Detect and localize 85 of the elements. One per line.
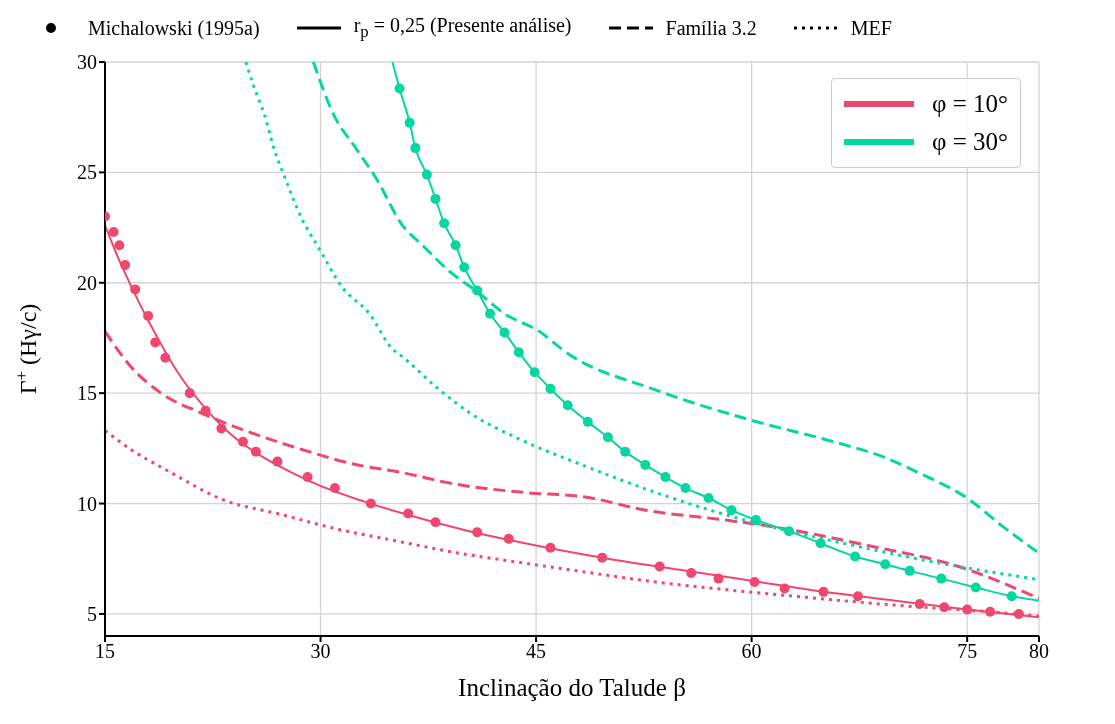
point (430, 193, 441, 204)
point (150, 337, 161, 348)
y-tick-label: 5 (87, 603, 97, 626)
point (749, 576, 760, 587)
y-tick-label: 10 (77, 492, 97, 515)
point (403, 508, 414, 519)
x-axis-title: Inclinação do Talude β (458, 674, 686, 701)
point (562, 400, 573, 411)
point (1013, 608, 1024, 619)
point (985, 606, 996, 617)
point (450, 240, 461, 251)
point (329, 483, 340, 494)
point (914, 598, 925, 609)
point (184, 388, 195, 399)
point (852, 591, 863, 602)
point (970, 582, 981, 593)
y-tick-label: 25 (77, 161, 97, 184)
point (713, 573, 724, 584)
point (472, 527, 483, 538)
text: r$_{p}$ = 0,25 (Presente análise) (353, 14, 572, 42)
point (237, 436, 248, 447)
point (654, 561, 665, 572)
point (394, 83, 405, 94)
point (499, 327, 510, 338)
point (620, 446, 631, 457)
x-tick-label: 80 (1029, 640, 1049, 663)
point (160, 352, 171, 363)
point (503, 533, 514, 544)
point (779, 583, 790, 594)
point (513, 347, 524, 358)
point (686, 568, 697, 579)
point (130, 284, 141, 295)
x-tick-label: 15 (95, 640, 115, 663)
x-tick-label: 30 (310, 640, 331, 663)
point (529, 367, 540, 378)
point (783, 526, 794, 537)
x-tick-label: 45 (526, 640, 547, 663)
point (472, 285, 483, 296)
point (108, 226, 119, 237)
point (818, 586, 829, 597)
point (880, 559, 891, 570)
y-tick-label: 20 (77, 271, 97, 294)
point (272, 456, 283, 467)
point (597, 552, 608, 563)
text: MEF (850, 16, 892, 40)
point (120, 260, 131, 271)
point (582, 416, 593, 427)
point (410, 143, 421, 154)
point (485, 308, 496, 319)
point (640, 459, 651, 470)
point (200, 405, 211, 416)
point (114, 240, 125, 251)
point (1006, 591, 1017, 602)
point (815, 538, 826, 549)
point (365, 498, 376, 509)
point (660, 472, 671, 483)
point (430, 517, 441, 528)
legend-label: φ = 30° (931, 128, 1008, 156)
text: Michalowski (1995a) (88, 16, 260, 40)
point (439, 218, 450, 229)
point (750, 515, 761, 526)
point (680, 483, 691, 494)
point (962, 604, 973, 615)
point (459, 262, 470, 273)
point (545, 542, 556, 553)
text: Família 3.2 (665, 16, 757, 40)
point (421, 169, 432, 180)
point (545, 383, 556, 394)
y-tick-label: 30 (77, 51, 97, 74)
point (850, 551, 861, 562)
point (404, 117, 415, 128)
point (726, 505, 737, 516)
point (302, 472, 313, 483)
x-tick-label: 60 (741, 640, 762, 663)
point (939, 602, 950, 613)
point (216, 423, 227, 434)
x-tick-label: 75 (957, 640, 978, 663)
legend-label: φ = 10° (931, 90, 1008, 118)
point (250, 446, 261, 457)
point (703, 493, 714, 504)
point (143, 310, 154, 321)
point (936, 573, 947, 584)
point (602, 432, 613, 443)
point (904, 565, 915, 576)
y-tick-label: 15 (77, 382, 97, 405)
